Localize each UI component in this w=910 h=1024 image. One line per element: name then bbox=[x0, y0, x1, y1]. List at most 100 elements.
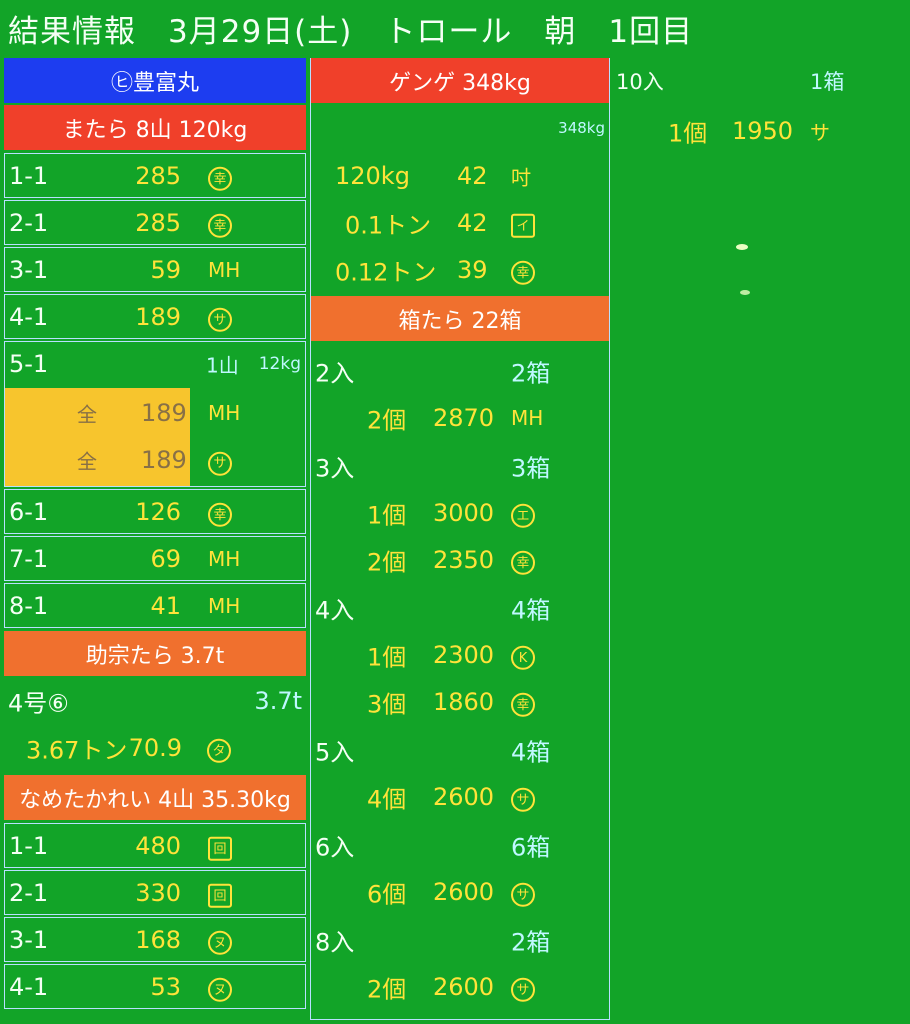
buyer-mark-icon: MH bbox=[208, 546, 241, 571]
group-row[interactable]: 4入 4箱 bbox=[311, 585, 609, 630]
entry: 3入 bbox=[315, 454, 355, 482]
price: 42 bbox=[457, 161, 488, 190]
table-row[interactable]: 2個 2870 MH bbox=[311, 395, 609, 440]
buyer-mark-icon: サ bbox=[810, 120, 830, 144]
entry: 4入 bbox=[315, 596, 355, 624]
count: 2個 bbox=[367, 548, 407, 576]
section-header-matara: またら 8山 120kg bbox=[4, 105, 306, 150]
price: 1860 bbox=[433, 687, 495, 716]
price: 2300 bbox=[433, 640, 495, 669]
price: 3000 bbox=[433, 498, 495, 527]
entry: 10入 bbox=[616, 69, 664, 94]
price: 41 bbox=[150, 591, 181, 620]
page-title: 結果情報 3月29日(土) トロール 朝 1回目 bbox=[8, 14, 694, 50]
split-label: 全 bbox=[77, 449, 97, 474]
table-row[interactable]: 2-1 285 幸 bbox=[4, 200, 306, 245]
table-row[interactable]: 2-1 330 回 bbox=[4, 870, 306, 915]
table-row[interactable]: 1個 1950 サ bbox=[612, 108, 906, 153]
group-row[interactable]: 8入 2箱 bbox=[311, 917, 609, 962]
table-row[interactable]: 3個 1860 幸 bbox=[311, 679, 609, 724]
table-row[interactable]: 0.12トン 39 幸 bbox=[311, 247, 609, 292]
price: 285 bbox=[135, 208, 181, 237]
group-row[interactable]: 6入 6箱 bbox=[311, 822, 609, 867]
lot-id: 4-1 bbox=[9, 972, 49, 1001]
table-row[interactable]: 0.1トン 42 イ bbox=[311, 200, 609, 245]
table-row[interactable]: 4-1 189 サ bbox=[4, 294, 306, 339]
weight: 120kg bbox=[335, 161, 410, 190]
entry: 8入 bbox=[315, 928, 355, 956]
table-row[interactable]: 1個 2300 K bbox=[311, 632, 609, 677]
price: 42 bbox=[457, 208, 488, 237]
price: 1950 bbox=[732, 116, 794, 145]
group-row[interactable]: 10入 1箱 bbox=[612, 58, 906, 103]
lot-id: 6-1 bbox=[9, 497, 49, 526]
table-row[interactable]: 1-1 285 幸 bbox=[4, 153, 306, 198]
buyer-mark-icon: 幸 bbox=[511, 550, 535, 575]
table-row[interactable]: 1個 3000 エ bbox=[311, 490, 609, 535]
screen-glare bbox=[740, 290, 750, 295]
table-row[interactable]: 4-1 53 ヌ bbox=[4, 964, 306, 1009]
group-row[interactable]: 5入 4箱 bbox=[311, 727, 609, 772]
table-row[interactable]: 8-1 41 MH bbox=[4, 583, 306, 628]
lot-qty: 1山 bbox=[206, 353, 239, 378]
table-row[interactable]: 4号⑥ 3.7t bbox=[4, 678, 306, 723]
count: 1個 bbox=[668, 119, 708, 147]
buyer-mark-icon: ヌ bbox=[208, 930, 232, 955]
table-row[interactable]: 120kg 42 吋 bbox=[311, 153, 609, 198]
table-row[interactable]: 3-1 59 MH bbox=[4, 247, 306, 292]
buyer-mark-icon: 回 bbox=[208, 883, 232, 908]
buyer-mark-icon: 幸 bbox=[511, 260, 535, 285]
price: 53 bbox=[150, 972, 181, 1001]
boxes: 2箱 bbox=[511, 928, 551, 956]
table-row[interactable]: 4個 2600 サ bbox=[311, 774, 609, 819]
buyer-mark-icon: サ bbox=[208, 307, 232, 332]
price: 285 bbox=[135, 161, 181, 190]
total-weight: 348kg bbox=[558, 118, 605, 137]
price: 69 bbox=[150, 544, 181, 573]
group-row[interactable]: 3入 3箱 bbox=[311, 443, 609, 488]
lot-amount: 3.7t bbox=[254, 686, 302, 715]
price: 168 bbox=[135, 925, 181, 954]
lot-weight: 12kg bbox=[258, 354, 301, 374]
buyer-mark-icon: K bbox=[511, 645, 535, 670]
price: 2870 bbox=[433, 403, 495, 432]
table-row[interactable]: 2個 2350 幸 bbox=[311, 537, 609, 582]
count: 1個 bbox=[367, 501, 407, 529]
table-row[interactable]: 2個 2600 サ bbox=[311, 964, 609, 1009]
lot-id: 2-1 bbox=[9, 878, 49, 907]
lot-id: 3-1 bbox=[9, 255, 49, 284]
buyer-mark-icon: ヌ bbox=[208, 977, 232, 1002]
price: 39 bbox=[457, 255, 488, 284]
lot-id: 5-1 bbox=[9, 350, 49, 378]
column-middle: ゲンゲ 348kg 348kg 120kg 42 吋 0.1トン 42 イ 0.… bbox=[310, 58, 610, 1020]
lot-id: 4-1 bbox=[9, 302, 49, 331]
price: 330 bbox=[135, 878, 181, 907]
section-header-sukesoudara: 助宗たら 3.7t bbox=[4, 631, 306, 676]
table-row[interactable]: 1-1 480 回 bbox=[4, 823, 306, 868]
column-left: ㋪豊富丸 またら 8山 120kg 1-1 285 幸 2-1 285 幸 3-… bbox=[4, 58, 306, 1020]
group-row[interactable]: 2入 2箱 bbox=[311, 348, 609, 393]
table-row[interactable]: 3-1 168 ヌ bbox=[4, 917, 306, 962]
section-header-hakodara: 箱たら 22箱 bbox=[311, 296, 609, 341]
boxes: 1箱 bbox=[810, 69, 845, 94]
count: 2個 bbox=[367, 975, 407, 1003]
count: 4個 bbox=[367, 785, 407, 813]
price: 2600 bbox=[433, 782, 495, 811]
entry: 2入 bbox=[315, 359, 355, 387]
count: 2個 bbox=[367, 406, 407, 434]
boxes: 4箱 bbox=[511, 738, 551, 766]
table-row[interactable]: 3.67トン 70.9 タ bbox=[4, 725, 306, 770]
table-row[interactable]: 7-1 69 MH bbox=[4, 536, 306, 581]
buyer-mark-icon: MH bbox=[208, 593, 241, 618]
table-row[interactable]: 6-1 126 幸 bbox=[4, 489, 306, 534]
buyer-mark-icon: MH bbox=[208, 257, 241, 282]
split-highlight bbox=[5, 388, 190, 486]
buyer-mark-icon: 幸 bbox=[208, 502, 232, 527]
price: 70.9 bbox=[128, 733, 182, 762]
split-price: 189 bbox=[141, 399, 187, 427]
lot-id: 2-1 bbox=[9, 208, 49, 237]
buyer-mark-icon: 幸 bbox=[208, 166, 232, 191]
table-row[interactable]: 6個 2600 サ bbox=[311, 869, 609, 914]
buyer-mark-icon: MH bbox=[511, 405, 544, 430]
table-row-split[interactable]: 5-1 1山 12kg 全 189 MH 全 189 サ bbox=[4, 341, 306, 487]
